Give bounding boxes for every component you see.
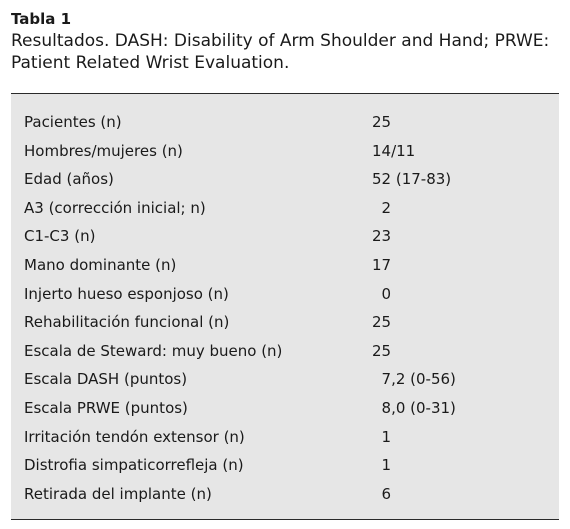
- row-value: 25: [372, 341, 392, 360]
- table-row: Escala PRWE (puntos) 8,0 (0-31): [11, 394, 559, 423]
- row-label: Rehabilitación funcional (n): [24, 313, 230, 332]
- row-value: 2: [372, 198, 392, 217]
- table-row: Retirada del implante (n) 6: [11, 480, 559, 509]
- row-value: 8,0 (0-31): [372, 398, 456, 417]
- table-row: Injerto hueso esponjoso (n) 0: [11, 280, 559, 309]
- table-row: Irritación tendón extensor (n) 1: [11, 423, 559, 452]
- row-value: 17: [372, 255, 392, 274]
- row-value: 23: [372, 227, 392, 246]
- table-row: Escala de Steward: muy bueno (n) 25: [11, 337, 559, 366]
- table-row: C1-C3 (n) 23: [11, 222, 559, 251]
- row-label: Escala de Steward: muy bueno (n): [24, 341, 283, 360]
- row-label: Retirada del implante (n): [24, 484, 212, 503]
- table-row: Mano dominante (n) 17: [11, 251, 559, 280]
- row-label: Distrofia simpaticorrefleja (n): [24, 456, 244, 475]
- row-value: 1: [372, 427, 392, 446]
- caption-line-2: Patient Related Wrist Evaluation.: [11, 53, 290, 73]
- row-value: 6: [372, 484, 392, 503]
- row-label: Irritación tendón extensor (n): [24, 427, 245, 446]
- table-row: Distrofia simpaticorrefleja (n) 1: [11, 451, 559, 480]
- row-label: A3 (corrección inicial; n): [24, 198, 206, 217]
- row-label: Escala DASH (puntos): [24, 370, 188, 389]
- row-value: 25: [372, 113, 392, 131]
- row-label: C1-C3 (n): [24, 227, 96, 246]
- row-value: 7,2 (0-56): [372, 370, 456, 389]
- table-row: Hombres/mujeres (n) 14/11: [11, 137, 559, 166]
- row-label: Pacientes (n): [24, 113, 122, 131]
- row-label: Edad (años): [24, 170, 114, 189]
- table-row: A3 (corrección inicial; n) 2: [11, 194, 559, 223]
- table-label: Tabla 1: [11, 10, 72, 28]
- table-row: Escala DASH (puntos) 7,2 (0-56): [11, 365, 559, 394]
- row-label: Injerto hueso esponjoso (n): [24, 284, 229, 303]
- table-row: Rehabilitación funcional (n) 25: [11, 308, 559, 337]
- row-value: 14/11: [372, 141, 416, 160]
- table-body: Pacientes (n) 25 Hombres/mujeres (n) 14/11 E…: [11, 108, 559, 508]
- table-row: Pacientes (n) 25: [11, 108, 559, 137]
- row-value: 25: [372, 313, 392, 332]
- row-label: Mano dominante (n): [24, 255, 177, 274]
- row-value: 52 (17-83): [372, 170, 452, 189]
- row-value: 0: [372, 284, 392, 303]
- row-label: Hombres/mujeres (n): [24, 141, 183, 160]
- row-label: Escala PRWE (puntos): [24, 398, 188, 417]
- caption-line-1: Resultados. DASH: Disability of Arm Shou…: [11, 31, 550, 51]
- table-caption: Tabla 1 Resultados. DASH: Disability of …: [11, 9, 561, 74]
- table-row: Edad (años) 52 (17-83): [11, 165, 559, 194]
- row-value: 1: [372, 456, 392, 475]
- caption-text: Resultados. DASH: Disability of Arm Shou…: [11, 30, 561, 74]
- results-table: Pacientes (n) 25 Hombres/mujeres (n) 14/11 E…: [11, 93, 559, 520]
